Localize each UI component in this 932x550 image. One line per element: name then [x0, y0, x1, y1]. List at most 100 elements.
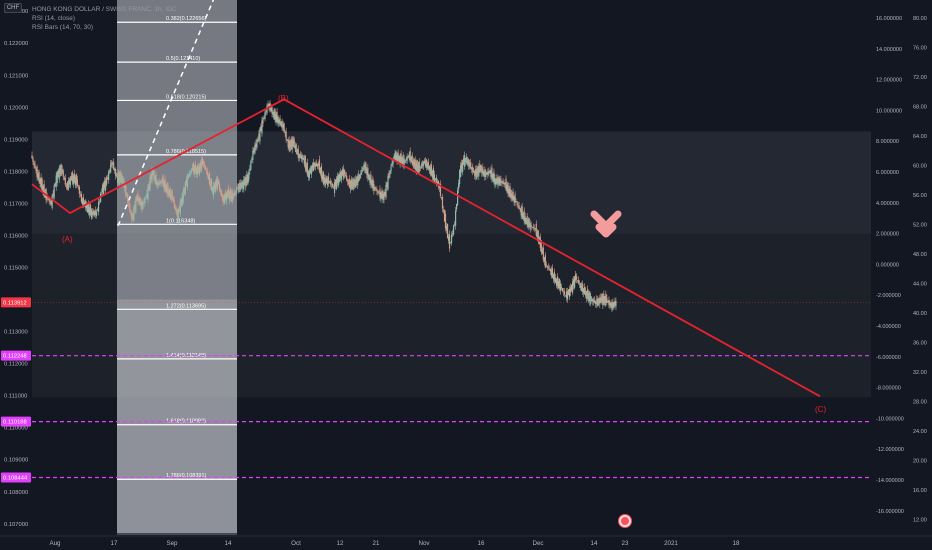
candle[interactable] — [222, 197, 224, 200]
candle[interactable] — [34, 164, 36, 169]
candle[interactable] — [169, 188, 171, 198]
candle[interactable] — [43, 183, 45, 196]
candle[interactable] — [564, 295, 567, 297]
candle[interactable] — [474, 170, 476, 176]
candle[interactable] — [308, 170, 310, 178]
candle[interactable] — [535, 223, 537, 236]
candle[interactable] — [216, 177, 219, 189]
candle[interactable] — [33, 162, 35, 165]
candle[interactable] — [358, 174, 360, 181]
candle[interactable] — [549, 268, 551, 272]
candle[interactable] — [167, 186, 169, 195]
candle[interactable] — [326, 178, 329, 186]
candle[interactable] — [32, 158, 34, 162]
candle[interactable] — [595, 301, 597, 305]
candle[interactable] — [238, 184, 240, 192]
price-badge[interactable] — [1, 472, 31, 483]
candle[interactable] — [611, 303, 613, 310]
candle[interactable] — [530, 225, 532, 227]
candle[interactable] — [190, 170, 192, 172]
candle[interactable] — [355, 178, 357, 188]
candle[interactable] — [592, 298, 594, 302]
candle[interactable] — [343, 168, 345, 178]
candle[interactable] — [197, 166, 200, 173]
candle[interactable] — [439, 183, 442, 196]
candle[interactable] — [63, 177, 65, 179]
candle[interactable] — [55, 175, 57, 187]
candle[interactable] — [166, 183, 168, 194]
candle[interactable] — [177, 209, 179, 222]
candle[interactable] — [182, 190, 184, 202]
candle[interactable] — [91, 211, 94, 216]
candle[interactable] — [328, 181, 331, 183]
candle[interactable] — [559, 283, 562, 291]
candle[interactable] — [340, 172, 342, 178]
candle[interactable] — [275, 114, 277, 123]
candle[interactable] — [74, 176, 76, 186]
candle[interactable] — [615, 300, 617, 307]
candle[interactable] — [484, 169, 486, 178]
candle[interactable] — [178, 207, 180, 212]
price-badge[interactable] — [1, 416, 31, 427]
candle[interactable] — [103, 183, 105, 195]
candle[interactable] — [129, 203, 131, 212]
candle[interactable] — [185, 180, 187, 185]
candle[interactable] — [200, 160, 203, 171]
candle[interactable] — [160, 181, 162, 184]
candle[interactable] — [209, 181, 212, 186]
candle[interactable] — [366, 169, 368, 176]
candle[interactable] — [508, 188, 510, 196]
candle[interactable] — [501, 181, 503, 184]
candle[interactable] — [518, 205, 520, 209]
candle[interactable] — [554, 277, 557, 283]
candle[interactable] — [594, 299, 596, 304]
candle[interactable] — [601, 293, 603, 303]
candle[interactable] — [118, 172, 120, 182]
candle[interactable] — [181, 194, 183, 206]
candle[interactable] — [330, 184, 333, 185]
candle[interactable] — [533, 227, 535, 229]
candle[interactable] — [99, 193, 102, 203]
trend-projection-line[interactable] — [117, 0, 215, 227]
candle[interactable] — [246, 174, 248, 183]
candle[interactable] — [281, 120, 283, 128]
candle[interactable] — [282, 124, 284, 129]
candle[interactable] — [348, 181, 350, 185]
candle[interactable] — [137, 193, 139, 202]
candle[interactable] — [203, 164, 206, 167]
candle[interactable] — [226, 192, 228, 201]
candle[interactable] — [239, 182, 241, 189]
candle[interactable] — [287, 139, 289, 148]
candle[interactable] — [498, 176, 500, 184]
candle[interactable] — [201, 158, 204, 165]
candle[interactable] — [371, 180, 373, 187]
candle[interactable] — [208, 172, 211, 184]
candle[interactable] — [542, 247, 544, 260]
candle[interactable] — [295, 144, 297, 153]
candle[interactable] — [589, 291, 591, 302]
candle[interactable] — [66, 183, 68, 189]
candle[interactable] — [596, 298, 598, 305]
candle[interactable] — [509, 186, 511, 197]
candle[interactable] — [309, 169, 311, 173]
candle[interactable] — [62, 170, 64, 177]
candle[interactable] — [448, 234, 451, 249]
candle[interactable] — [148, 183, 150, 189]
candle[interactable] — [204, 166, 207, 170]
candle[interactable] — [543, 257, 545, 262]
candle[interactable] — [141, 200, 143, 210]
candle[interactable] — [548, 268, 550, 270]
candle[interactable] — [583, 288, 585, 294]
candle[interactable] — [491, 167, 493, 179]
candle[interactable] — [58, 168, 60, 180]
candle[interactable] — [541, 249, 543, 254]
candle[interactable] — [431, 170, 433, 178]
candle[interactable] — [270, 107, 272, 112]
candle[interactable] — [292, 137, 294, 146]
candle[interactable] — [555, 278, 558, 286]
candle[interactable] — [435, 177, 438, 183]
candle[interactable] — [132, 213, 134, 219]
candle[interactable] — [115, 168, 117, 177]
candle[interactable] — [258, 133, 260, 139]
candle[interactable] — [165, 185, 167, 193]
